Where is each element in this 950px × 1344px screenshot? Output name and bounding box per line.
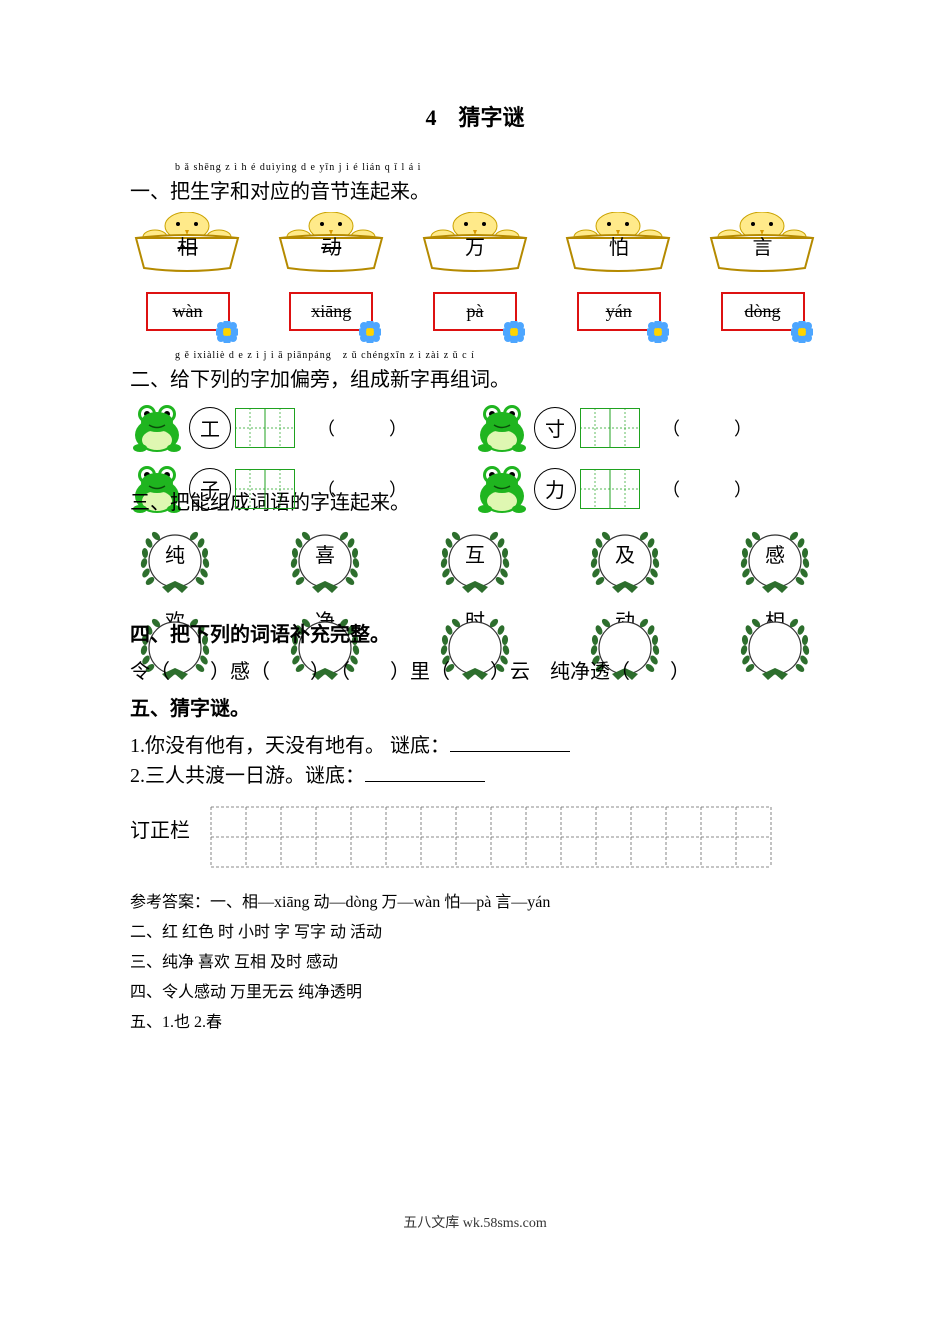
frog-cell: 力 （ ） xyxy=(475,461,820,516)
tub-char: 言 xyxy=(705,231,820,260)
wreath-char: 及 xyxy=(580,539,670,568)
pinyin-box-item: dòng xyxy=(705,292,820,342)
tub-char: 动 xyxy=(274,231,389,260)
pinyin-text: yán xyxy=(606,301,632,322)
answer-line: 参考答案：一、相—xiāng 动—dòng 万—wàn 怕—pà 言—yán xyxy=(130,888,820,912)
section2-pinyin: g ě ixiàliè d e z ì j i ā piānpáng z ǔ c… xyxy=(175,346,820,361)
tub-item: 万 xyxy=(418,212,533,272)
pinyin-box: xiāng xyxy=(289,292,373,331)
answers-block: 参考答案：一、相—xiāng 动—dòng 万—wàn 怕—pà 言—yán 二… xyxy=(130,888,820,1032)
tub-item: 怕 xyxy=(561,212,676,272)
wreath-item: 互 xyxy=(430,523,520,603)
tub-item: 动 xyxy=(274,212,389,272)
section2-heading: 二、给下列的字加偏旁，组成新字再组词。 xyxy=(130,363,820,392)
section1-pinyin: b ǎ shēng z ì h é duìyìng d e yīn j i é … xyxy=(175,162,820,173)
pinyin-text: pà xyxy=(467,301,484,322)
pinyin-text: xiāng xyxy=(311,301,351,322)
answer-line: 二、红 红色 时 小时 字 写字 动 活动 xyxy=(130,918,820,942)
pinyin-box: wàn xyxy=(146,292,230,331)
wreath-char: 纯 xyxy=(130,539,220,568)
section5-heading: 五、猜字谜。 xyxy=(130,692,820,721)
answer-line: 五、1.也 2.春 xyxy=(130,1008,820,1032)
section1-heading: 一、把生字和对应的音节连起来。 xyxy=(130,175,820,204)
answer-line: 三、纯净 喜欢 互相 及时 感动 xyxy=(130,948,820,972)
worksheet-page: 4 猜字谜 b ǎ shēng z ì h é duìyìng d e yīn … xyxy=(0,0,950,1272)
riddle-line: 2.三人共渡一日游。谜底： xyxy=(130,759,820,788)
pinyin-box: yán xyxy=(577,292,661,331)
tianzige-icon[interactable] xyxy=(235,469,295,509)
section4-fill-line[interactable]: 令（ ）感（ ） （ ）里（ ）云 纯净透（ ） xyxy=(130,655,690,684)
flower-icon xyxy=(216,321,238,343)
tianzige-icon[interactable] xyxy=(580,408,640,448)
base-char: 力 xyxy=(534,468,576,510)
riddle-line: 1.你没有他有，天没有地有。 谜底： xyxy=(130,729,820,758)
wreath-item xyxy=(730,610,820,690)
correction-label: 订正栏 xyxy=(130,806,210,843)
pinyin-box-item: wàn xyxy=(130,292,245,342)
flower-icon xyxy=(359,321,381,343)
wreath-item: 及 xyxy=(580,523,670,603)
tub-char: 万 xyxy=(418,231,533,260)
base-char: 工 xyxy=(189,407,231,449)
frog-icon xyxy=(475,461,530,516)
page-title: 4 猜字谜 xyxy=(130,100,820,132)
frog-cell: 寸 （ ） xyxy=(475,400,820,455)
tub-char: 相 xyxy=(130,231,245,260)
answer-blank[interactable] xyxy=(450,731,570,752)
frog-cell: 工 （ ） xyxy=(130,400,475,455)
tianzige-icon[interactable] xyxy=(580,469,640,509)
pinyin-box: pà xyxy=(433,292,517,331)
pinyin-box-item: xiāng xyxy=(274,292,389,342)
correction-row: 订正栏 xyxy=(130,806,820,868)
wreath-char: 互 xyxy=(430,539,520,568)
correction-grid[interactable] xyxy=(210,806,772,868)
answer-blank[interactable] xyxy=(365,761,485,782)
flower-icon xyxy=(503,321,525,343)
wreath-item: 喜 xyxy=(280,523,370,603)
pinyin-text: wàn xyxy=(173,301,203,322)
wreath-char: 感 xyxy=(730,539,820,568)
pinyin-text: dòng xyxy=(745,301,781,322)
flower-icon xyxy=(791,321,813,343)
wreath-item: 感 xyxy=(730,523,820,603)
word-paren[interactable]: （ ） xyxy=(662,476,752,502)
section1-tub-row: 相 动 万 怕 言 xyxy=(130,212,820,272)
frog-icon xyxy=(475,400,530,455)
wreath-item: 纯 xyxy=(130,523,220,603)
tub-item: 言 xyxy=(705,212,820,272)
word-paren[interactable]: （ ） xyxy=(662,415,752,441)
word-paren[interactable]: （ ） xyxy=(317,415,407,441)
flower-icon xyxy=(647,321,669,343)
answer-line: 四、令人感动 万里无云 纯净透明 xyxy=(130,978,820,1002)
section1-pinyin-row: wàn xiāng pà yán dòng xyxy=(130,292,820,342)
section4-heading: 四、把下列的词语补充完整。 xyxy=(130,618,690,647)
riddle-text: 2.三人共渡一日游。谜底： xyxy=(130,765,365,787)
section3-top-row: 纯 喜 互 及 感 xyxy=(130,523,820,603)
frog-icon xyxy=(130,400,185,455)
wreath-icon xyxy=(730,610,820,690)
tub-item: 相 xyxy=(130,212,245,272)
pinyin-box: dòng xyxy=(721,292,805,331)
pinyin-box-item: pà xyxy=(418,292,533,342)
page-footer: 五八文库 wk.58sms.com xyxy=(130,1212,820,1232)
base-char: 寸 xyxy=(534,407,576,449)
tub-char: 怕 xyxy=(561,231,676,260)
riddle-text: 1.你没有他有，天没有地有。 谜底： xyxy=(130,735,450,757)
wreath-char: 喜 xyxy=(280,539,370,568)
pinyin-box-item: yán xyxy=(561,292,676,342)
tianzige-icon[interactable] xyxy=(235,408,295,448)
